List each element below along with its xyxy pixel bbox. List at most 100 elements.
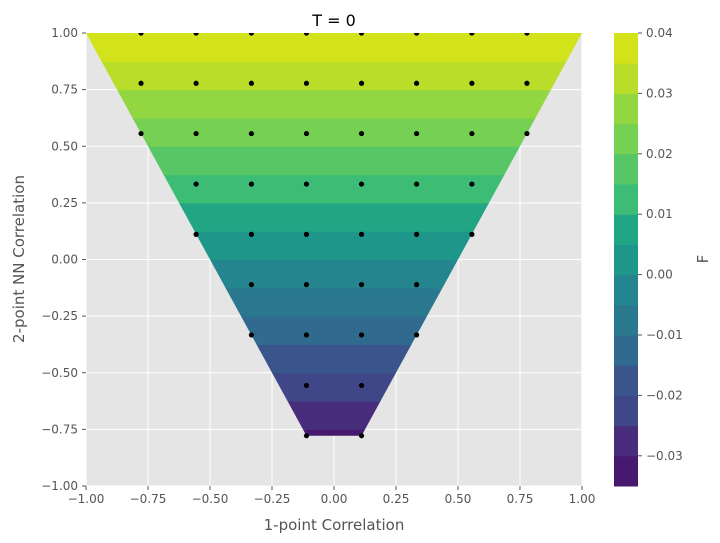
colorbar-segment — [614, 274, 638, 306]
x-tick-label: −1.00 — [68, 492, 105, 506]
data-point — [524, 130, 530, 137]
data-point — [303, 332, 310, 338]
data-point — [193, 181, 199, 187]
y-tick-label: 0.75 — [51, 83, 78, 97]
data-point — [303, 433, 310, 439]
colorbar-segment — [614, 395, 638, 427]
data-point — [303, 231, 310, 237]
data-point — [303, 80, 310, 86]
x-tick-label: 0.75 — [507, 492, 534, 506]
colorbar-tick-label: 0.00 — [646, 268, 673, 282]
x-tick-label: −0.75 — [130, 492, 167, 506]
data-point — [303, 33, 310, 36]
x-axis-label: 1-point Correlation — [264, 516, 405, 534]
data-points — [138, 33, 530, 439]
data-point — [358, 130, 365, 137]
x-tick-label: 0.00 — [321, 492, 348, 506]
chart-title: T = 0 — [311, 11, 356, 30]
colorbar-segment — [614, 153, 638, 185]
data-point — [193, 130, 199, 137]
y-tick-label: 0.25 — [51, 196, 78, 210]
colorbar-segment — [614, 123, 638, 155]
data-point — [358, 231, 365, 237]
data-point — [469, 130, 475, 137]
colorbar-tick-label: 0.01 — [646, 207, 673, 221]
plot-area — [85, 32, 583, 487]
data-point — [138, 33, 144, 36]
colorbar: −0.03 −0.02 −0.01 0.00 0.01 0.02 0.03 0.04 — [614, 26, 683, 487]
data-point — [469, 181, 475, 187]
data-point — [193, 80, 199, 86]
y-tick-label: −1.00 — [41, 479, 78, 493]
colorbar-segment — [614, 335, 638, 366]
data-point — [358, 433, 365, 439]
data-point — [248, 181, 255, 187]
data-point — [248, 130, 255, 137]
data-point — [303, 382, 310, 389]
data-point — [358, 282, 365, 288]
colorbar-segment — [614, 214, 638, 245]
data-point — [413, 80, 420, 86]
data-point — [524, 80, 530, 86]
x-tick-label: −0.50 — [192, 492, 229, 506]
data-point — [248, 231, 255, 237]
y-tick-label: 0.50 — [51, 139, 78, 153]
y-tick-label: −0.75 — [41, 422, 78, 436]
colorbar-tick-label: 0.03 — [646, 86, 673, 100]
data-point — [248, 80, 255, 86]
data-point — [358, 80, 365, 86]
colorbar-tick-label: −0.02 — [646, 388, 683, 402]
data-point — [248, 332, 255, 338]
colorbar-segment — [614, 304, 638, 336]
data-point — [413, 231, 420, 237]
y-tick-label: 0.00 — [51, 253, 78, 267]
colorbar-tick-label: 0.04 — [646, 26, 673, 40]
colorbar-tick-label: 0.02 — [646, 147, 673, 161]
data-point — [138, 80, 144, 86]
colorbar-segment — [614, 93, 638, 125]
data-point — [303, 130, 310, 137]
data-point — [248, 282, 255, 288]
y-axis-label: 2-point NN Correlation — [10, 175, 28, 343]
x-tick-label: 0.25 — [383, 492, 410, 506]
colorbar-segment — [614, 63, 638, 94]
data-point — [358, 382, 365, 389]
data-point — [524, 33, 530, 36]
contour-band — [86, 429, 582, 436]
colorbar-segment — [614, 425, 638, 457]
x-tick-label: −0.25 — [254, 492, 291, 506]
data-point — [303, 282, 310, 288]
data-point — [469, 33, 475, 36]
data-point — [138, 130, 144, 137]
data-point — [303, 181, 310, 187]
y-tick-label: −0.50 — [41, 366, 78, 380]
colorbar-segment — [614, 184, 638, 215]
y-tick-label: −0.25 — [41, 309, 78, 323]
colorbar-label: F — [694, 255, 712, 264]
colorbar-tick-label: −0.03 — [646, 449, 683, 463]
colorbar-segment — [614, 244, 638, 276]
data-point — [358, 33, 365, 36]
data-point — [469, 231, 475, 237]
x-tick-label: 1.00 — [569, 492, 596, 506]
contour-band — [86, 61, 582, 91]
colorbar-segment — [614, 455, 638, 487]
colorbar-tick-label: −0.01 — [646, 328, 683, 342]
data-point — [193, 33, 199, 36]
contour-band — [86, 146, 582, 176]
data-point — [413, 282, 420, 288]
y-axis: −1.00 −0.75 −0.50 −0.25 0.00 0.25 0.50 0.75 1.00 — [41, 26, 86, 493]
data-point — [413, 332, 420, 338]
x-axis: −1.00 −0.75 −0.50 −0.25 0.00 0.25 0.50 0.75 1.00 — [68, 486, 596, 506]
colorbar-segment — [614, 365, 638, 396]
data-point — [469, 80, 475, 86]
data-point — [413, 130, 420, 137]
contour-band — [86, 33, 582, 62]
data-point — [413, 33, 420, 36]
data-point — [358, 181, 365, 187]
contour-band — [86, 89, 582, 119]
y-tick-label: 1.00 — [51, 26, 78, 40]
data-point — [358, 332, 365, 338]
data-point — [193, 231, 199, 237]
